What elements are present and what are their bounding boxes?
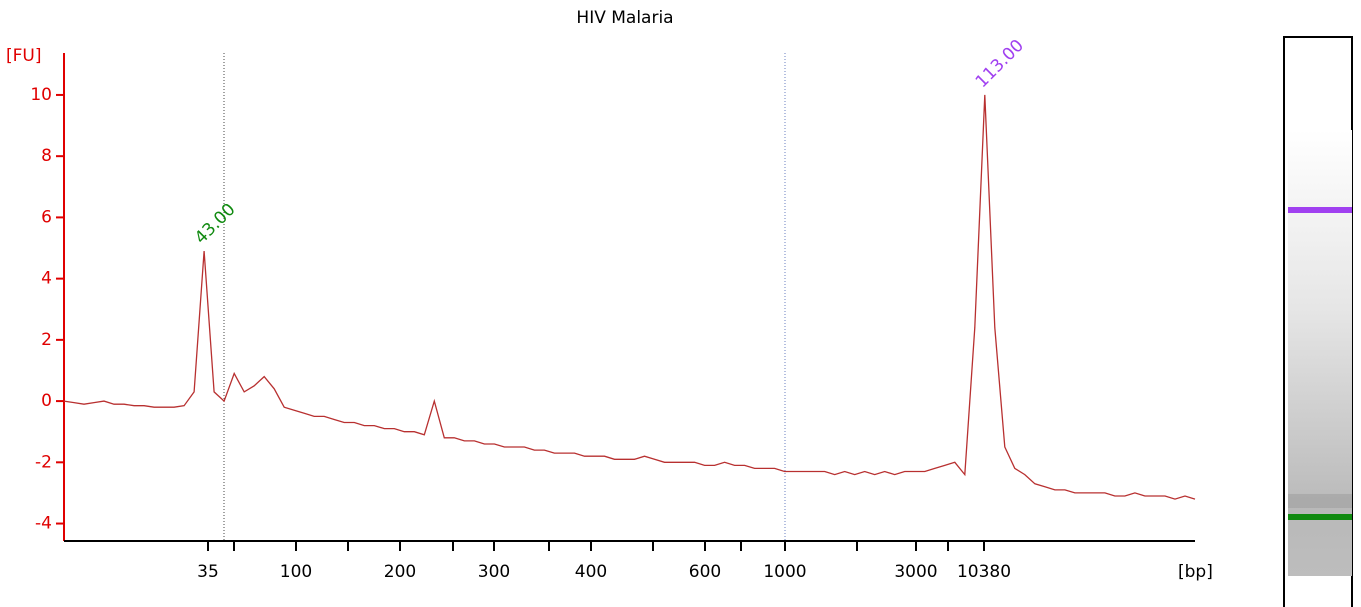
chart-title: HIV Malaria: [576, 8, 673, 28]
x-tick-label: 35: [197, 562, 219, 582]
x-tick-label: 600: [689, 562, 721, 582]
y-tick-label: 6: [41, 207, 52, 227]
gel-band: [1288, 494, 1352, 508]
x-tick-label: 10380: [957, 562, 1011, 582]
x-tick-label: 400: [575, 562, 607, 582]
y-tick-label: 8: [41, 146, 52, 166]
y-tick-label: -4: [35, 514, 52, 534]
gel-band: [1288, 514, 1352, 520]
x-axis-label: [bp]: [1178, 562, 1213, 582]
gel-band: [1288, 207, 1352, 213]
y-tick-label: 0: [41, 391, 52, 411]
x-tick-label: 200: [384, 562, 416, 582]
y-tick-label: 10: [30, 85, 52, 105]
x-tick-label: 3000: [894, 562, 937, 582]
y-tick-label: -2: [35, 452, 52, 472]
peak-label: 43.00: [191, 200, 240, 249]
x-tick-label: 1000: [763, 562, 806, 582]
y-axis-label: [FU]: [6, 46, 42, 66]
y-tick-label: 4: [41, 269, 52, 289]
gel-gradient: [1288, 130, 1352, 576]
x-tick-label: 100: [280, 562, 312, 582]
trace: [63, 94, 1196, 500]
peak-label: 113.00: [972, 36, 1028, 92]
y-tick-label: 2: [41, 330, 52, 350]
x-tick-label: 300: [478, 562, 510, 582]
